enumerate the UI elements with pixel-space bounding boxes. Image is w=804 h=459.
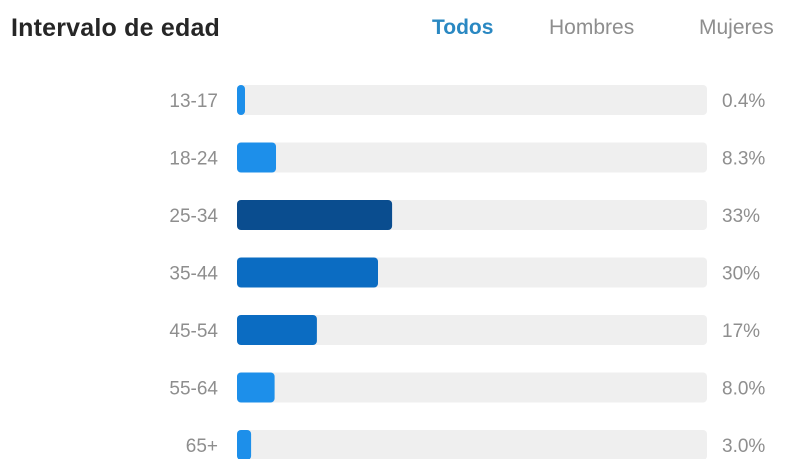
- bar: [237, 257, 378, 288]
- category-label: 25-34: [169, 206, 218, 227]
- tab-todos[interactable]: Todos: [432, 16, 494, 39]
- bar: [237, 142, 277, 173]
- category-label: 18-24: [169, 149, 218, 170]
- bar-track: [237, 315, 707, 345]
- category-label: 45-54: [169, 321, 218, 342]
- value-label: 0.4%: [722, 91, 765, 112]
- tab-mujeres[interactable]: Mujeres: [699, 16, 774, 39]
- bar-track: [237, 372, 707, 403]
- value-label: 8.0%: [722, 379, 765, 400]
- value-label: 30%: [722, 264, 760, 285]
- category-label: 13-17: [169, 91, 218, 112]
- bar-track: [237, 85, 707, 115]
- bar-track: [237, 142, 707, 173]
- bar-row: 65+ 3.0%: [186, 430, 765, 459]
- category-label: 65+: [186, 436, 218, 457]
- bar-row: 35-44 30%: [169, 257, 760, 288]
- value-label: 3.0%: [722, 436, 765, 457]
- bar: [237, 430, 252, 459]
- bar: [237, 315, 317, 345]
- tab-hombres[interactable]: Hombres: [549, 16, 635, 39]
- bar: [237, 85, 245, 115]
- chart-title: Intervalo de edad: [11, 14, 221, 42]
- bar-row: 55-64 8.0%: [169, 372, 765, 403]
- bar: [237, 200, 393, 230]
- category-label: 35-44: [169, 264, 218, 285]
- bar-row: 45-54 17%: [169, 315, 760, 345]
- bar: [237, 372, 275, 403]
- value-label: 8.3%: [722, 149, 765, 170]
- bar-row: 13-17 0.4%: [169, 85, 765, 115]
- category-label: 55-64: [169, 379, 218, 400]
- value-label: 17%: [722, 321, 760, 342]
- value-label: 33%: [722, 206, 760, 227]
- bar-row: 25-34 33%: [169, 200, 760, 230]
- bar-row: 18-24 8.3%: [169, 142, 765, 173]
- bar-track: [237, 430, 707, 459]
